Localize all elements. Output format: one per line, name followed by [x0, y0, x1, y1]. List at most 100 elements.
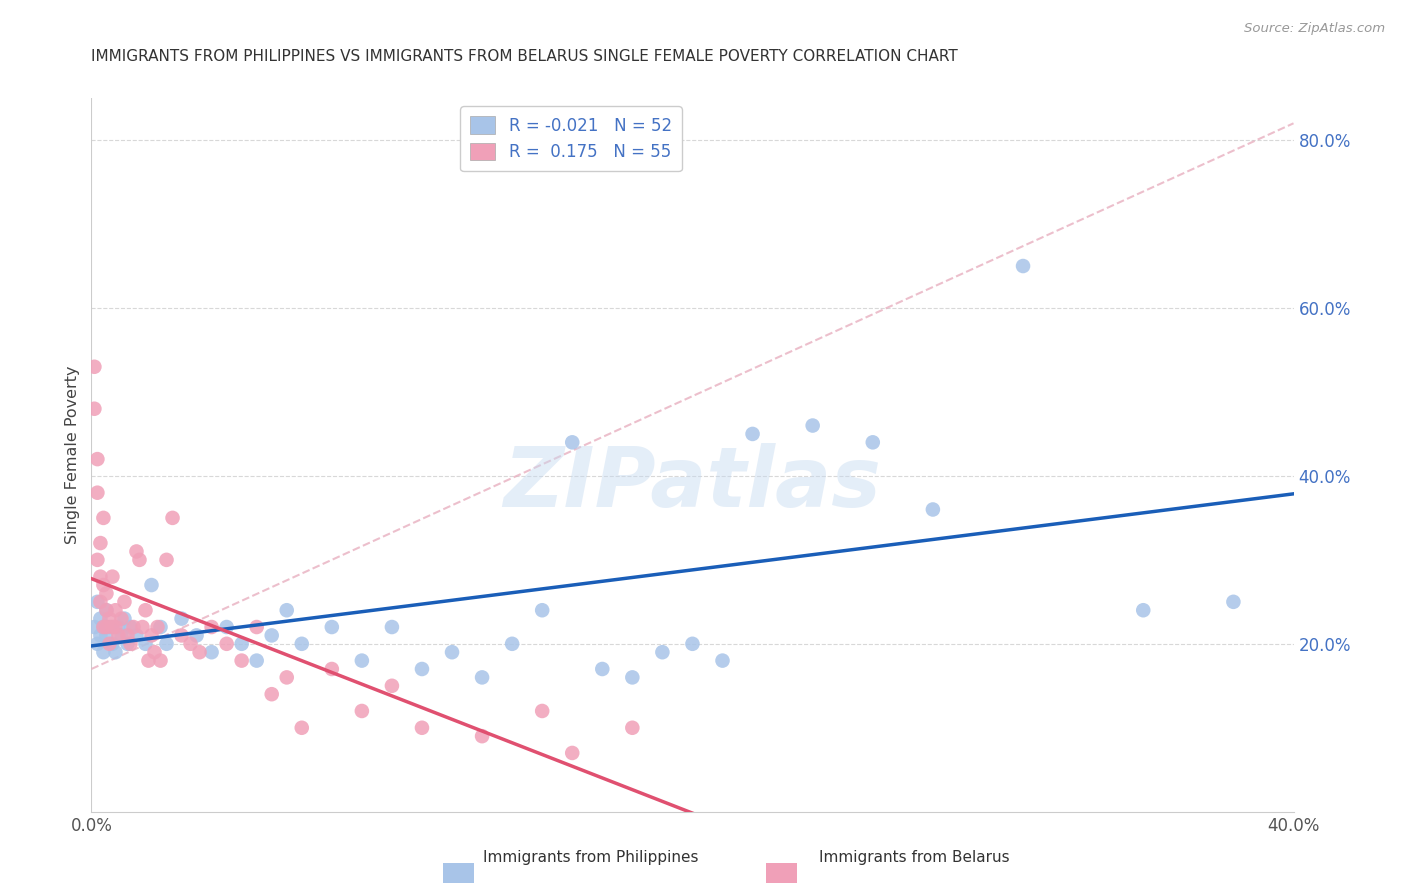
Point — [83, 401, 105, 416]
Point — [741, 426, 763, 441]
Text: IMMIGRANTS FROM PHILIPPINES VS IMMIGRANTS FROM BELARUS SINGLE FEMALE POVERTY COR: IMMIGRANTS FROM PHILIPPINES VS IMMIGRANT… — [91, 49, 957, 64]
Point — [321, 620, 343, 634]
Point — [101, 569, 124, 583]
Point — [93, 511, 115, 525]
Text: Immigrants from Belarus: Immigrants from Belarus — [818, 850, 1010, 865]
Point — [155, 553, 177, 567]
Point — [96, 586, 118, 600]
Point — [134, 603, 156, 617]
Point — [89, 628, 111, 642]
Point — [651, 645, 673, 659]
Point — [922, 502, 945, 516]
Point — [215, 620, 238, 634]
Point — [146, 620, 169, 634]
Point — [86, 595, 108, 609]
Point — [186, 628, 208, 642]
Point — [291, 637, 314, 651]
Point — [83, 620, 105, 634]
Point — [96, 628, 118, 642]
Point — [591, 662, 613, 676]
Point — [381, 679, 404, 693]
Point — [260, 687, 283, 701]
Point — [440, 645, 463, 659]
Point — [83, 359, 105, 374]
Point — [141, 578, 163, 592]
Point — [411, 721, 433, 735]
Point — [125, 544, 148, 558]
Point — [561, 435, 583, 450]
Point — [801, 418, 824, 433]
Point — [89, 612, 111, 626]
Point — [93, 620, 115, 634]
Text: Immigrants from Philippines: Immigrants from Philippines — [482, 850, 699, 865]
Point — [170, 628, 193, 642]
Point — [120, 620, 142, 634]
Point — [86, 452, 108, 467]
Point — [170, 612, 193, 626]
Point — [86, 637, 108, 651]
Point — [621, 721, 644, 735]
Point — [149, 654, 172, 668]
Point — [104, 645, 127, 659]
Point — [149, 620, 172, 634]
Point — [107, 628, 129, 642]
Point — [98, 620, 121, 634]
Point — [86, 553, 108, 567]
Point — [131, 620, 153, 634]
Point — [143, 645, 166, 659]
Point — [862, 435, 884, 450]
Point — [125, 628, 148, 642]
Point — [120, 637, 142, 651]
Point — [117, 637, 139, 651]
Point — [96, 603, 118, 617]
Point — [291, 721, 314, 735]
Point — [93, 620, 115, 634]
Point — [260, 628, 283, 642]
Point — [89, 569, 111, 583]
Y-axis label: Single Female Poverty: Single Female Poverty — [65, 366, 80, 544]
Point — [86, 485, 108, 500]
Point — [1012, 259, 1035, 273]
Point — [321, 662, 343, 676]
Point — [201, 645, 224, 659]
Point — [531, 603, 554, 617]
Point — [89, 536, 111, 550]
Point — [104, 620, 127, 634]
Point — [101, 620, 124, 634]
Point — [1132, 603, 1154, 617]
Point — [215, 637, 238, 651]
Point — [117, 628, 139, 642]
Point — [561, 746, 583, 760]
Text: ZIPatlas: ZIPatlas — [503, 443, 882, 524]
Point — [381, 620, 404, 634]
Point — [531, 704, 554, 718]
Point — [471, 729, 494, 743]
Point — [201, 620, 224, 634]
Point — [231, 654, 253, 668]
Point — [98, 612, 121, 626]
Point — [107, 620, 129, 634]
Point — [180, 637, 202, 651]
Point — [471, 670, 494, 684]
Point — [93, 645, 115, 659]
Point — [231, 637, 253, 651]
Point — [501, 637, 523, 651]
Point — [350, 654, 373, 668]
Point — [96, 620, 118, 634]
Text: Source: ZipAtlas.com: Source: ZipAtlas.com — [1244, 22, 1385, 36]
Point — [276, 603, 298, 617]
Point — [246, 654, 269, 668]
Point — [138, 654, 160, 668]
Point — [162, 511, 184, 525]
Point — [110, 628, 132, 642]
Point — [276, 670, 298, 684]
Point — [141, 628, 163, 642]
Point — [128, 553, 150, 567]
Point — [621, 670, 644, 684]
Point — [411, 662, 433, 676]
Point — [104, 603, 127, 617]
Point — [110, 612, 132, 626]
Point — [114, 595, 136, 609]
Point — [711, 654, 734, 668]
Point — [93, 578, 115, 592]
